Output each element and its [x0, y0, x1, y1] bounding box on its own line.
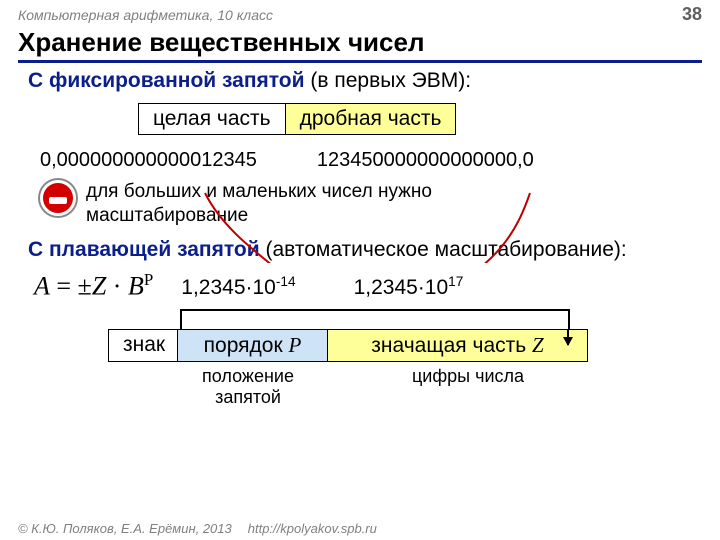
box-mant-text: значащая часть: [371, 334, 532, 357]
float-point-heading: С плавающей запятой (автоматическое масш…: [28, 238, 692, 262]
ex1-base: 1,2345·10: [181, 276, 276, 299]
formula-A: A: [34, 271, 50, 300]
float-example-2: 1,2345·1017: [354, 274, 464, 300]
under-order-label: положение запятой: [178, 366, 318, 408]
bracket-arrow: [180, 309, 570, 329]
footer-url: http://kpolyakov.spb.ru: [248, 521, 377, 536]
box-mantissa: значащая часть Z: [328, 329, 588, 362]
under-labels: положение запятой цифры числа: [178, 366, 692, 408]
ex1-exp: -14: [276, 274, 296, 289]
float-boxes-wrap: знак порядок P значащая часть Z: [108, 329, 692, 362]
box-fraction-part: дробная часть: [286, 103, 457, 135]
fixed-point-heading: С фиксированной запятой (в первых ЭВМ):: [28, 69, 692, 93]
ex2-exp: 17: [448, 274, 463, 289]
formula-Z: Z: [92, 271, 106, 300]
float-example-1: 1,2345·10-14: [181, 274, 295, 300]
ex2-base: 1,2345·10: [354, 276, 449, 299]
small-number: 0,000000000000012345: [40, 149, 257, 172]
formula-B: B: [128, 271, 144, 300]
example-numbers-row: 0,000000000000012345 123450000000000000,…: [40, 149, 692, 172]
box-order-var: P: [289, 333, 302, 357]
formula-eq: A = ±Z · BP: [34, 270, 153, 302]
float-boxes: знак порядок P значащая часть Z: [108, 329, 692, 362]
big-number: 123450000000000000,0: [317, 149, 534, 172]
under-mant-label: цифры числа: [388, 366, 548, 408]
slide-header: Компьютерная арифметика, 10 класс 38: [0, 0, 720, 25]
copyright: © К.Ю. Поляков, Е.А. Ерёмин, 2013: [18, 521, 232, 536]
box-sign: знак: [108, 329, 178, 362]
box-order: порядок P: [178, 329, 328, 362]
box-order-text: порядок: [204, 334, 289, 357]
warning-row: для больших и маленьких чисел нужно масш…: [40, 180, 692, 228]
content-area: С фиксированной запятой (в первых ЭВМ): …: [0, 63, 720, 408]
box-integer-part: целая часть: [138, 103, 286, 135]
float-label-bold: С плавающей запятой: [28, 238, 260, 261]
page-number: 38: [682, 4, 702, 25]
formula-dot: ·: [106, 271, 128, 300]
formula-row: A = ±Z · BP 1,2345·10-14 1,2345·1017: [34, 270, 692, 302]
float-label-rest: (автоматическое масштабирование):: [260, 238, 627, 261]
no-entry-icon: [40, 180, 76, 216]
course-label: Компьютерная арифметика, 10 класс: [18, 7, 273, 23]
slide-title: Хранение вещественных чисел: [18, 27, 702, 63]
fixed-label-rest: (в первых ЭВМ):: [305, 69, 472, 92]
fixed-label-bold: С фиксированной запятой: [28, 69, 305, 92]
formula-equals: = ±: [50, 271, 92, 300]
formula-P: P: [144, 270, 153, 289]
box-mant-var: Z: [532, 333, 544, 357]
warning-text: для больших и маленьких чисел нужно масш…: [86, 180, 516, 228]
slide-footer: © К.Ю. Поляков, Е.А. Ерёмин, 2013 http:/…: [0, 521, 720, 536]
fixed-boxes: целая часть дробная часть: [138, 103, 692, 135]
